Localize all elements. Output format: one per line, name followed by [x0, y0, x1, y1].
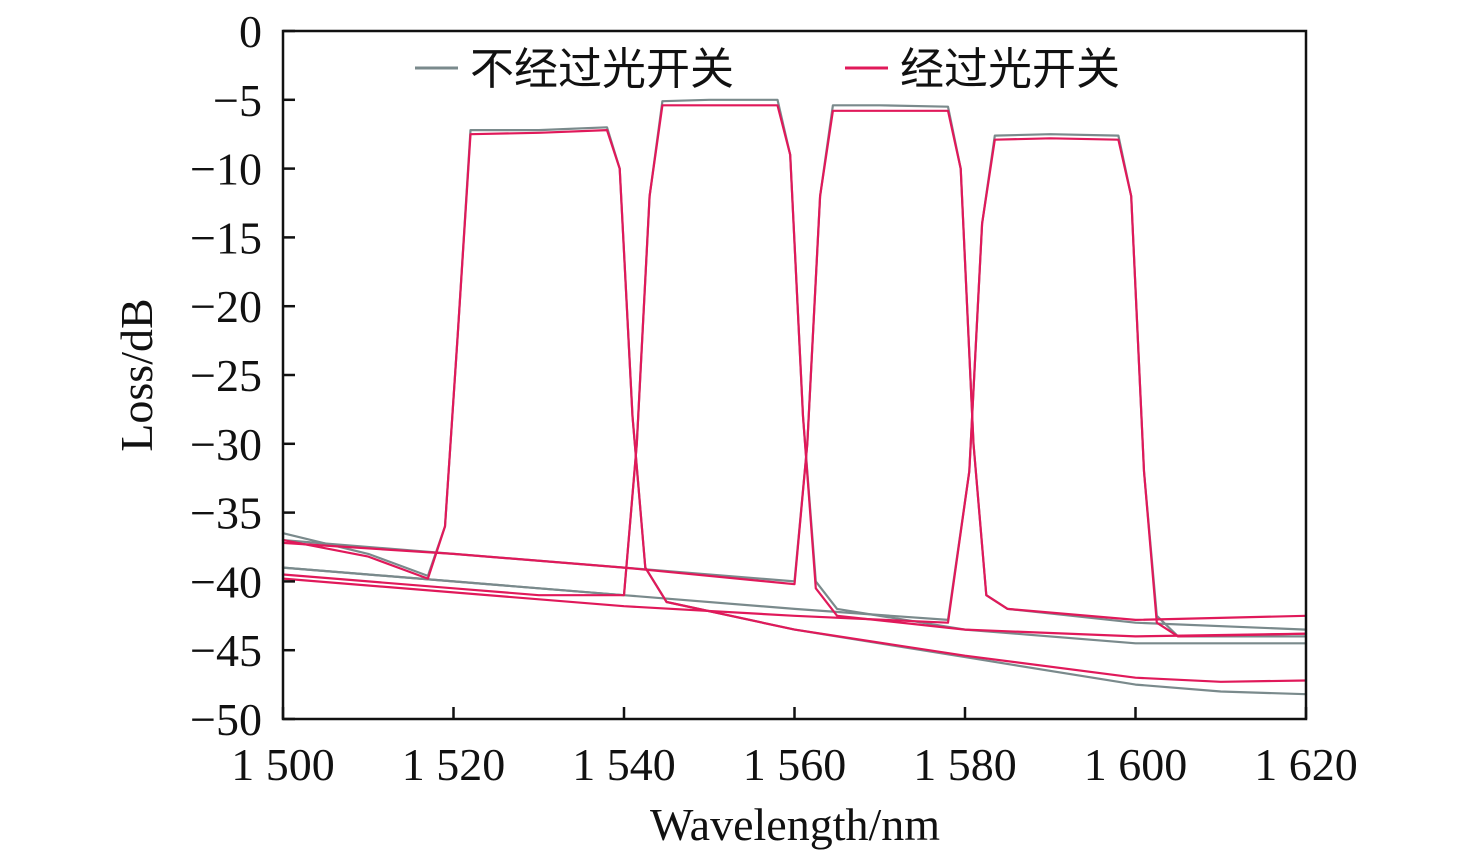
series-layer [281, 98, 1308, 696]
y-tick-label: −5 [213, 75, 262, 126]
series-with-switch-channel-1 [281, 129, 1308, 683]
y-tick-label: −10 [190, 144, 262, 195]
y-axis-title: Loss/dB [111, 298, 162, 451]
legend-label-without-switch: 不经过光开关 [470, 44, 734, 95]
x-axis-title: Wavelength/nm [650, 799, 940, 850]
x-tick-label: 1 520 [402, 739, 506, 790]
x-tick-label: 1 580 [913, 739, 1017, 790]
x-tick-label: 1 500 [231, 739, 335, 790]
x-tick-label: 1 560 [743, 739, 847, 790]
series-with-switch-channel-4 [281, 137, 1308, 638]
legend: 不经过光开关 经过光开关 [415, 44, 1120, 95]
x-tick-label: 1 620 [1254, 739, 1358, 790]
x-tick-label: 1 600 [1084, 739, 1188, 790]
y-tick-label: 0 [239, 6, 262, 57]
y-tick-label: −50 [190, 694, 262, 745]
x-tick-label: 1 540 [572, 739, 676, 790]
y-tick-label: −20 [190, 281, 262, 332]
y-tick-label: −40 [190, 556, 262, 607]
legend-label-with-switch: 经过光开关 [900, 44, 1120, 95]
y-tick-label: −25 [190, 350, 262, 401]
y-tick-label: −35 [190, 488, 262, 539]
series-with-switch-channel-3 [281, 109, 1308, 621]
y-tick-label: −15 [190, 212, 262, 263]
axis-layer: 1 500 1 520 1 540 1 560 1 580 1 600 1 620 0 −5 −1… [190, 6, 1358, 790]
y-tick-label: −30 [190, 419, 262, 470]
y-tick-label: −45 [190, 625, 262, 676]
